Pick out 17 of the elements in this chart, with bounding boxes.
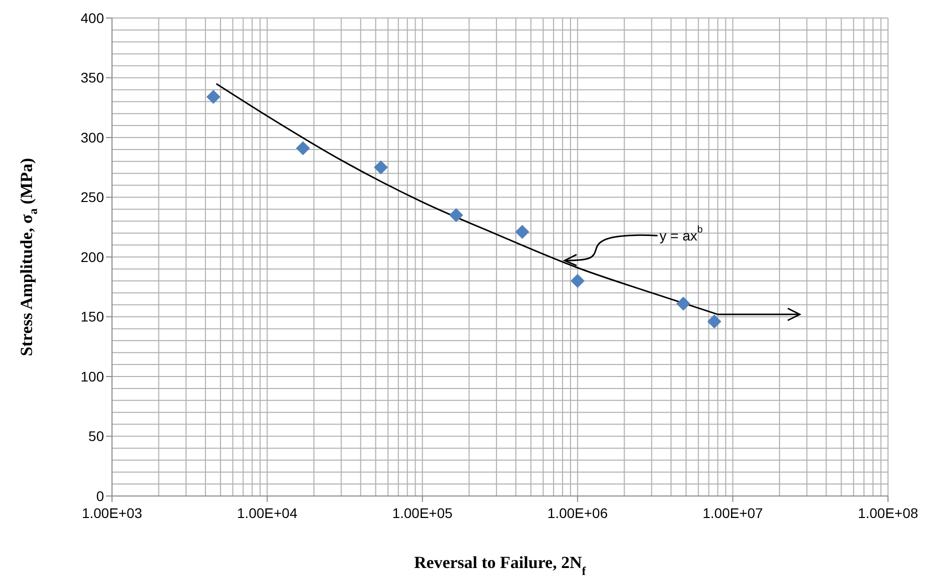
y-tick-label: 350 [80,70,104,86]
y-tick-label: 300 [80,129,104,146]
y-tick-label: 50 [88,428,104,444]
y-tick-label: 250 [80,189,104,206]
y-tick-label: 0 [96,488,104,504]
x-tick-label: 1.00E+04 [237,504,298,521]
x-tick-label: 1.00E+06 [547,504,608,521]
x-tick-label: 1.00E+03 [82,504,142,521]
x-tick-label: 1.00E+07 [702,504,764,521]
y-tick-label: 100 [80,368,104,384]
x-tick-label: 1.00E+05 [392,504,453,521]
annotation: y = ax$^{b}$ [660,224,704,244]
x-tick-label: 1.00E+08 [858,504,918,521]
y-tick-label: 150 [80,308,104,325]
y-tick-label: 400 [80,10,104,26]
y-tick-label: 200 [80,248,104,265]
x-axis-title: Reversal to Failure, 2N$_{f}$ [414,553,587,578]
